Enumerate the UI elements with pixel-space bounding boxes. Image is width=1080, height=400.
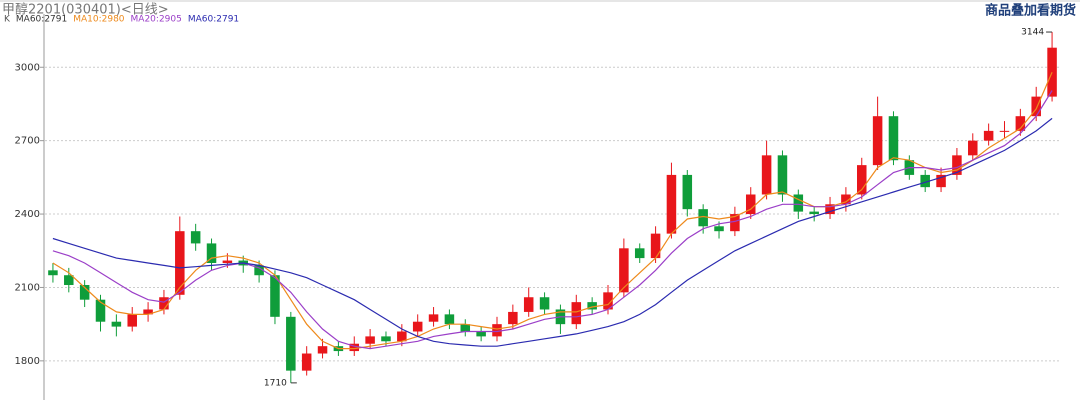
candle-body [317, 346, 328, 354]
candle-body [983, 130, 994, 141]
legend-entry: MA60:2791 [188, 15, 239, 25]
candle-body [143, 309, 153, 315]
candle-body [571, 302, 582, 325]
candle-body [1015, 116, 1026, 131]
legend-entry: MA20:2905 [131, 15, 182, 25]
candle-body [365, 336, 375, 344]
candle-body [190, 231, 201, 244]
candle-body [159, 297, 169, 310]
candle-body [793, 194, 804, 212]
candle-body [64, 275, 74, 286]
candle-body [888, 116, 899, 161]
ma-line [52, 117, 1053, 347]
candle-body [968, 140, 978, 156]
candle-body [286, 316, 296, 371]
candle-body [254, 265, 264, 276]
candle-body [444, 314, 455, 325]
candle-body [381, 336, 391, 342]
candle-body [587, 302, 597, 310]
candle-body [730, 214, 740, 232]
candle-body [397, 331, 407, 342]
candle-body [809, 211, 819, 215]
candle-body [603, 292, 613, 310]
candle-body [492, 324, 502, 337]
candle-body [1047, 47, 1057, 97]
candle-body [825, 204, 835, 215]
candle-body [698, 209, 708, 227]
candle-body [1031, 96, 1041, 117]
candle-body [508, 311, 518, 325]
candle-body [777, 155, 788, 195]
candle-body [745, 194, 756, 215]
candle-body [999, 130, 1010, 132]
y-tick-label: 2400 [15, 209, 40, 220]
y-tick-label: 3000 [15, 62, 40, 73]
chart-title: 甲醇2201(030401)<日线> [2, 2, 169, 18]
candle-body [460, 324, 471, 332]
y-tick-label: 2100 [15, 282, 40, 293]
candle-body [206, 243, 217, 263]
candle-body [476, 331, 486, 337]
candle-body [857, 165, 867, 195]
candle-body [682, 174, 693, 210]
candle-body [111, 321, 122, 327]
legend-entry: K [4, 15, 11, 25]
candle-body [936, 174, 946, 188]
candle-body [175, 231, 185, 295]
candle-body [127, 314, 137, 327]
y-tick-label: 1800 [15, 356, 40, 367]
candle-body [539, 297, 550, 310]
candle-body [301, 353, 312, 371]
ma-line [52, 71, 1053, 350]
candle-body [48, 270, 58, 276]
candle-body [349, 343, 360, 352]
high-annotation: 3144 [1021, 28, 1044, 38]
legend-entry: MA10:2980 [73, 15, 125, 25]
low-annotation: 1710 [264, 378, 287, 388]
candle-body [714, 226, 724, 232]
candle-body [666, 174, 677, 234]
y-tick-label: 2700 [15, 136, 40, 147]
candle-body [428, 314, 439, 322]
candle-body [872, 116, 883, 166]
candle-body [222, 260, 233, 263]
candle-body [952, 155, 962, 175]
top-right-text: 商品叠加看期货 [985, 3, 1076, 19]
candle-body [634, 248, 645, 259]
ma-line [52, 90, 1053, 350]
candle-body [841, 194, 851, 205]
candle-body [95, 299, 106, 322]
candle-body [761, 155, 772, 195]
candle-body [650, 233, 661, 259]
candle-body [270, 275, 280, 317]
candle-body [523, 297, 534, 312]
candle-body [79, 285, 90, 300]
candle-body [619, 248, 629, 293]
candle-body [920, 174, 930, 188]
legend-entry: MA60:2791 [16, 15, 67, 25]
candle-body [412, 321, 423, 332]
